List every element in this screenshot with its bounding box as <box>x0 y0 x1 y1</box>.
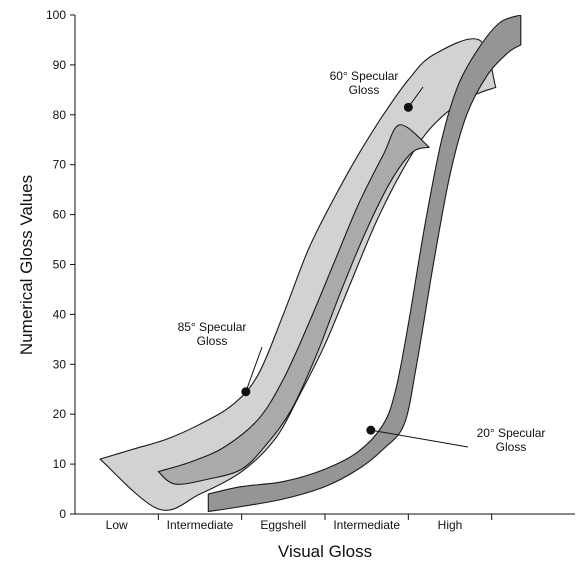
y-tick-label: 100 <box>46 8 66 22</box>
y-tick-label: 20 <box>53 407 67 421</box>
x-category-label: Low <box>106 518 128 532</box>
band-20-specular <box>207 15 522 513</box>
annotation-60-specular-label-line: 60° Specular <box>330 69 399 83</box>
annotation-20-specular-label-line: Gloss <box>496 440 527 454</box>
y-tick-label: 90 <box>53 58 67 72</box>
x-category-label: Intermediate <box>167 518 234 532</box>
band-85-specular <box>99 38 497 511</box>
x-category-label: Intermediate <box>333 518 400 532</box>
y-tick-label: 40 <box>53 307 67 321</box>
annotation-85-specular-leader <box>245 346 263 392</box>
bands-layer <box>99 15 522 513</box>
annotation-85-specular-marker <box>241 387 251 397</box>
x-category-label: Eggshell <box>260 518 306 532</box>
y-axis-title: Numerical Gloss Values <box>17 175 36 355</box>
annotation-20-specular-label-line: 20° Specular <box>477 426 546 440</box>
y-tick-label: 10 <box>53 457 67 471</box>
y-tick-label: 0 <box>59 507 66 521</box>
annotation-20-specular-leader <box>370 429 469 448</box>
axes-layer: 0 10 20 30 40 50 60 70 80 90 100 Low Intermediate Egg… <box>46 8 575 532</box>
y-tick-label: 60 <box>53 208 67 222</box>
y-tick-label: 30 <box>53 357 67 371</box>
x-category-label: High <box>438 518 463 532</box>
x-axis-title: Visual Gloss <box>278 542 372 561</box>
band-60-specular <box>157 124 430 485</box>
annotation-60-specular-marker <box>403 102 413 112</box>
y-tick-label: 70 <box>53 158 67 172</box>
annotation-85-specular-label-line: Gloss <box>197 334 228 348</box>
annotation-20-specular-marker <box>366 425 376 435</box>
y-tick-label: 50 <box>53 258 67 272</box>
annotation-60-specular-label-line: Gloss <box>349 83 380 97</box>
y-tick-label: 80 <box>53 108 67 122</box>
annotation-85-specular-label-line: 85° Specular <box>178 320 247 334</box>
